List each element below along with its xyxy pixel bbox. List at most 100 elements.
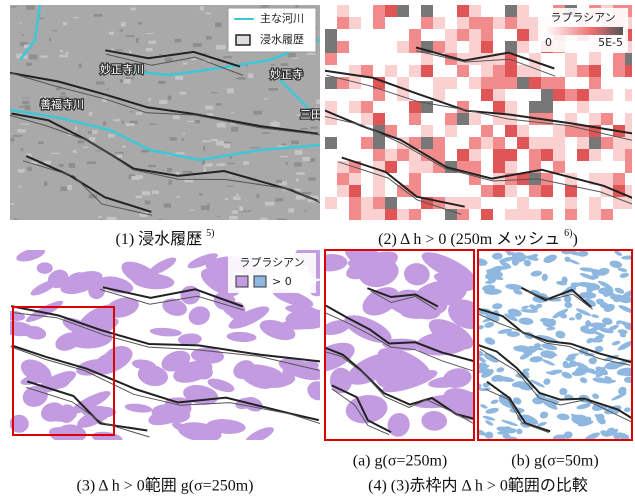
mesh-cell	[493, 65, 505, 77]
terrain	[270, 64, 274, 65]
mesh-cell	[469, 197, 481, 209]
mesh-cell	[361, 137, 373, 149]
terrain	[183, 133, 185, 135]
mesh-cell	[349, 209, 361, 221]
mesh-cell	[589, 65, 601, 77]
terrain	[116, 49, 123, 50]
terrain	[203, 146, 205, 151]
mesh-cell	[469, 29, 481, 41]
terrain	[131, 8, 136, 11]
mesh-cell	[325, 197, 337, 209]
mesh-cell	[493, 101, 505, 113]
terrain	[211, 139, 218, 141]
terrain	[52, 30, 57, 31]
terrain	[248, 210, 251, 212]
terrain	[296, 179, 299, 182]
mesh-cell	[517, 209, 529, 221]
terrain	[56, 88, 62, 90]
mesh-cell	[481, 41, 493, 53]
mesh-cell	[517, 125, 529, 137]
caption: (b) g(σ=50m)	[511, 453, 598, 470]
mesh-cell	[373, 89, 385, 101]
caption-text: (2) Δ h > 0 (250m メッシュ	[378, 231, 564, 248]
terrain	[304, 210, 306, 211]
terrain	[136, 38, 139, 43]
terrain	[19, 186, 22, 188]
terrain	[130, 111, 133, 112]
terrain	[109, 32, 114, 35]
mesh-cell	[565, 65, 577, 77]
mesh-cell	[457, 113, 469, 125]
mesh-cell	[349, 197, 361, 209]
terrain	[136, 112, 142, 115]
mesh-cell	[517, 77, 529, 89]
mesh-cell	[433, 77, 445, 89]
mesh-cell	[409, 65, 421, 77]
caption: (1) 浸水履歴 5)	[115, 228, 214, 247]
terrain	[226, 186, 233, 187]
legend-min: 0	[545, 36, 552, 49]
terrain	[20, 124, 29, 125]
terrain	[120, 79, 124, 83]
terrain	[152, 191, 159, 195]
mesh-cell	[397, 41, 409, 53]
mesh-cell	[373, 5, 385, 17]
mesh-cell	[589, 53, 601, 65]
terrain	[83, 147, 88, 148]
terrain	[223, 143, 230, 148]
legend-label: > 0	[272, 275, 292, 288]
legend-gradient	[545, 27, 623, 35]
mesh-cell	[541, 209, 553, 221]
terrain	[51, 153, 60, 154]
mesh-cell	[565, 53, 577, 65]
mesh-cell	[337, 161, 349, 173]
terrain	[59, 55, 68, 58]
terrain	[217, 216, 221, 217]
terrain	[168, 180, 171, 185]
legend-swatch	[254, 276, 266, 287]
terrain	[243, 161, 249, 165]
mesh-cell	[505, 185, 517, 197]
terrain	[122, 146, 126, 148]
terrain	[145, 33, 154, 34]
mesh-cell	[421, 5, 433, 17]
legend: ラプラシアン 0 5E-5	[538, 8, 628, 52]
mesh-cell	[577, 137, 589, 149]
mesh-cell	[445, 113, 457, 125]
caption: (2) Δ h > 0 (250m メッシュ 6))	[378, 228, 578, 247]
terrain	[302, 192, 312, 194]
mesh-cell	[505, 125, 517, 137]
mesh-cell	[349, 101, 361, 113]
mesh-cell	[553, 137, 565, 149]
terrain	[96, 81, 104, 84]
legend-title: ラプラシアン	[239, 256, 304, 269]
mesh-cell	[613, 53, 625, 65]
terrain	[88, 131, 93, 133]
terrain	[44, 181, 47, 186]
terrain	[217, 123, 226, 128]
terrain	[275, 198, 283, 201]
caption-text: )	[573, 231, 578, 248]
terrain	[170, 137, 178, 141]
mesh-cell	[385, 149, 397, 161]
terrain	[223, 56, 232, 58]
terrain	[89, 112, 93, 116]
terrain	[60, 50, 63, 52]
mesh-cell	[601, 137, 613, 149]
terrain	[26, 63, 32, 66]
terrain	[108, 134, 115, 138]
mesh-cell	[481, 125, 493, 137]
terrain	[27, 167, 32, 171]
mesh-cell	[481, 65, 493, 77]
terrain	[229, 175, 231, 176]
terrain	[142, 191, 150, 195]
terrain	[175, 39, 182, 43]
terrain	[100, 219, 102, 220]
caption: (a) g(σ=250m)	[353, 453, 448, 470]
terrain	[179, 92, 186, 95]
mesh-cell	[421, 125, 433, 137]
mesh-cell	[421, 65, 433, 77]
map-label: 善福寺川	[40, 97, 84, 111]
terrain	[94, 14, 103, 17]
mesh-cell	[517, 17, 529, 29]
